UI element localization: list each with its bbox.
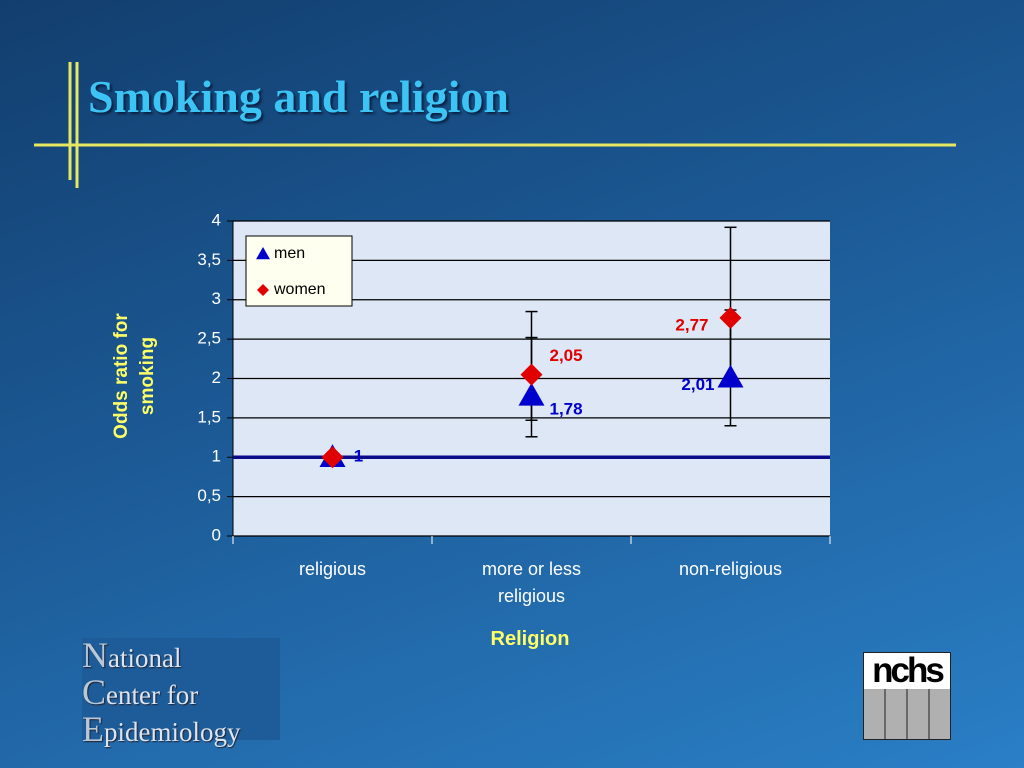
data-point — [518, 382, 545, 406]
x-axis-title: Religion — [490, 628, 570, 650]
legend-marker — [257, 284, 269, 296]
value-label: 2,77 — [675, 315, 708, 334]
value-label: 1,78 — [550, 399, 583, 418]
data-point — [719, 306, 742, 329]
y-tick-label: 3 — [212, 289, 221, 308]
value-label: 2,01 — [681, 375, 714, 394]
value-label: 2,05 — [550, 346, 583, 365]
legend-marker — [256, 247, 270, 260]
legend-label: men — [274, 245, 305, 262]
x-tick-label: religious — [298, 559, 367, 579]
logo-stripes — [884, 689, 930, 739]
logo-line: Epidemiology — [82, 709, 241, 749]
data-point — [321, 446, 344, 469]
slide-title: Smoking and religion — [88, 71, 509, 122]
y-tick-label: 1,5 — [197, 407, 221, 426]
y-axis-title: Odds ratio for smoking — [111, 313, 158, 439]
y-tick-label: 0,5 — [197, 486, 221, 505]
logo: National Center for Epidemiology — [82, 635, 280, 747]
logo-line: Center for — [82, 672, 199, 712]
legend-label: women — [273, 281, 326, 298]
y-tick-label: 2 — [212, 368, 221, 387]
data-point — [520, 363, 543, 386]
y-tick-label: 3,5 — [197, 250, 221, 269]
x-tick-label: non-religious — [678, 559, 783, 579]
logo-line: National — [82, 635, 182, 675]
y-tick-label: 4 — [212, 210, 221, 229]
value-label: 1 — [354, 447, 363, 466]
nchs-logo: nchs — [863, 652, 951, 740]
logo-mark: nchs — [864, 653, 950, 689]
x-tick-label: more or less religious — [481, 559, 582, 606]
y-tick-label: 1 — [212, 447, 221, 466]
data-point — [717, 364, 744, 388]
y-tick-label: 2,5 — [197, 329, 221, 348]
y-tick-label: 0 — [212, 525, 221, 544]
